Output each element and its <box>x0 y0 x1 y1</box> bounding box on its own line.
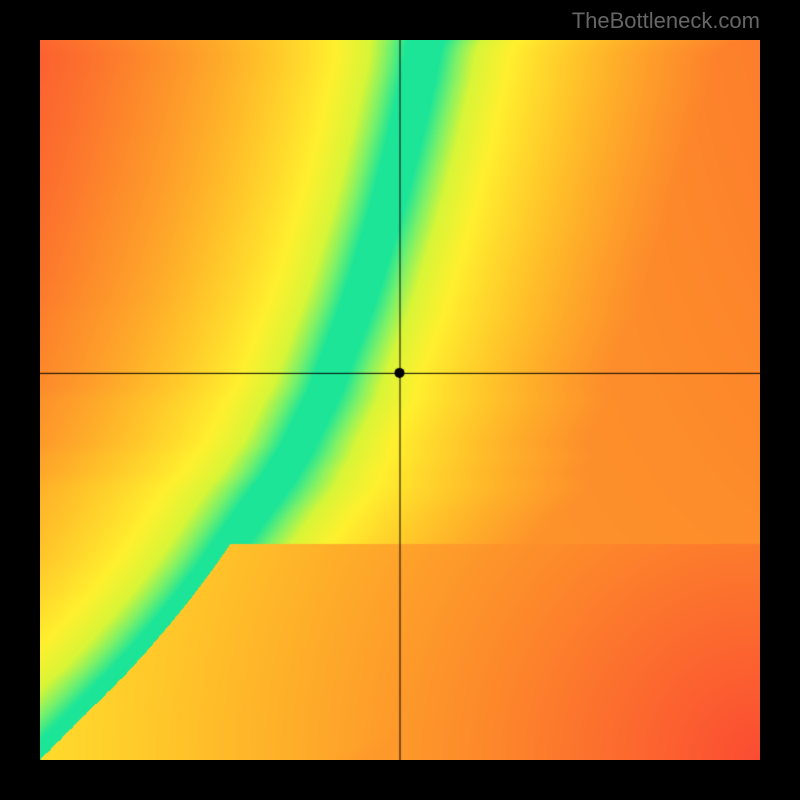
watermark-text: TheBottleneck.com <box>572 8 760 34</box>
heatmap-canvas <box>40 40 760 760</box>
chart-container: { "chart": { "type": "heatmap", "canvas_… <box>0 0 800 800</box>
plot-area <box>40 40 760 760</box>
